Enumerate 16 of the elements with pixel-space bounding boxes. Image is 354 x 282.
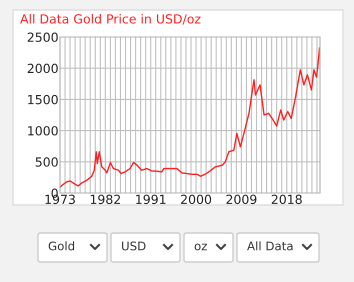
- text: oz: [194, 244, 207, 250]
- chart-title: All Data Gold Price in USD/oz: [20, 14, 200, 25]
- y-tick-label: 1500: [28, 94, 58, 104]
- y-tick-label: 500: [36, 157, 58, 167]
- x-tick-label: 1991: [136, 194, 166, 204]
- y-tick-label: 2000: [28, 64, 58, 74]
- x-tick-label: 2000: [181, 194, 212, 204]
- y-tick-label: 2500: [28, 32, 58, 42]
- y-tick-label: 1000: [28, 126, 58, 136]
- line-series: [60, 47, 320, 188]
- text: USD: [122, 241, 146, 250]
- text: All Data: [247, 241, 293, 250]
- text: Gold: [48, 241, 74, 250]
- x-tick-label: 2009: [226, 194, 256, 204]
- x-tick-label: 1982: [90, 194, 120, 204]
- x-tick-label: 2018: [272, 194, 302, 204]
